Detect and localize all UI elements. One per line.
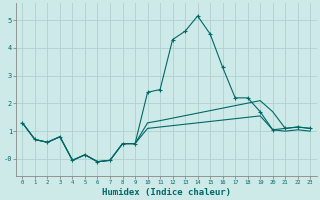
X-axis label: Humidex (Indice chaleur): Humidex (Indice chaleur) xyxy=(102,188,231,197)
